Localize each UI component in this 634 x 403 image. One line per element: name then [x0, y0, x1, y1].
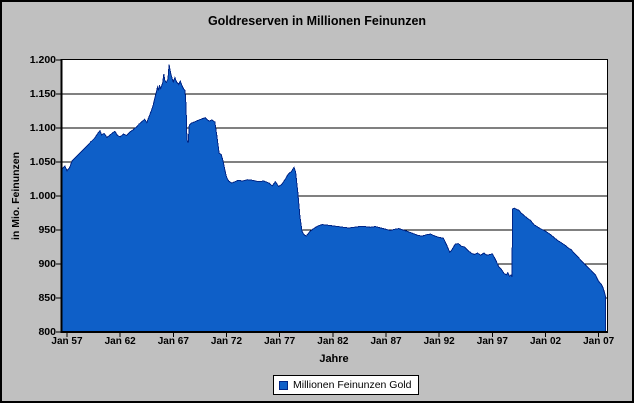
legend-label: Millionen Feinunzen Gold — [293, 379, 412, 391]
y-axis-title: in Mio. Feinunzen — [10, 151, 22, 241]
y-tick-label: 1.100 — [29, 122, 56, 134]
x-tick-label: Jan 57 — [51, 336, 83, 347]
x-tick-label: Jan 72 — [210, 336, 243, 347]
x-tick-label: Jan 07 — [583, 336, 615, 347]
y-tick-label: 1.000 — [29, 190, 56, 202]
x-tick-label: Jan 97 — [476, 336, 508, 347]
x-tick-label: Jan 77 — [264, 336, 296, 347]
y-tick-label: 850 — [38, 292, 56, 304]
x-tick-label: Jan 02 — [529, 336, 562, 347]
legend: Millionen Feinunzen Gold — [273, 375, 420, 395]
x-axis-title: Jahre — [319, 353, 349, 365]
x-tick-label: Jan 82 — [317, 336, 349, 347]
y-tick-label: 1.200 — [29, 54, 56, 66]
chart-title: Goldreserven in Millionen Feinunzen — [207, 14, 427, 28]
y-tick-label: 1.050 — [29, 156, 56, 168]
x-tick-label: Jan 67 — [157, 336, 189, 347]
area-series — [61, 64, 607, 332]
x-tick-label: Jan 62 — [104, 336, 136, 347]
x-tick-label: Jan 92 — [423, 336, 455, 347]
y-tick-label: 950 — [38, 224, 56, 236]
x-tick-label: Jan 87 — [370, 336, 402, 347]
y-tick-label: 900 — [38, 258, 56, 270]
y-tick-label: 800 — [38, 326, 56, 338]
series-marker-icon — [279, 380, 288, 390]
y-tick-label: 1.150 — [29, 88, 56, 100]
